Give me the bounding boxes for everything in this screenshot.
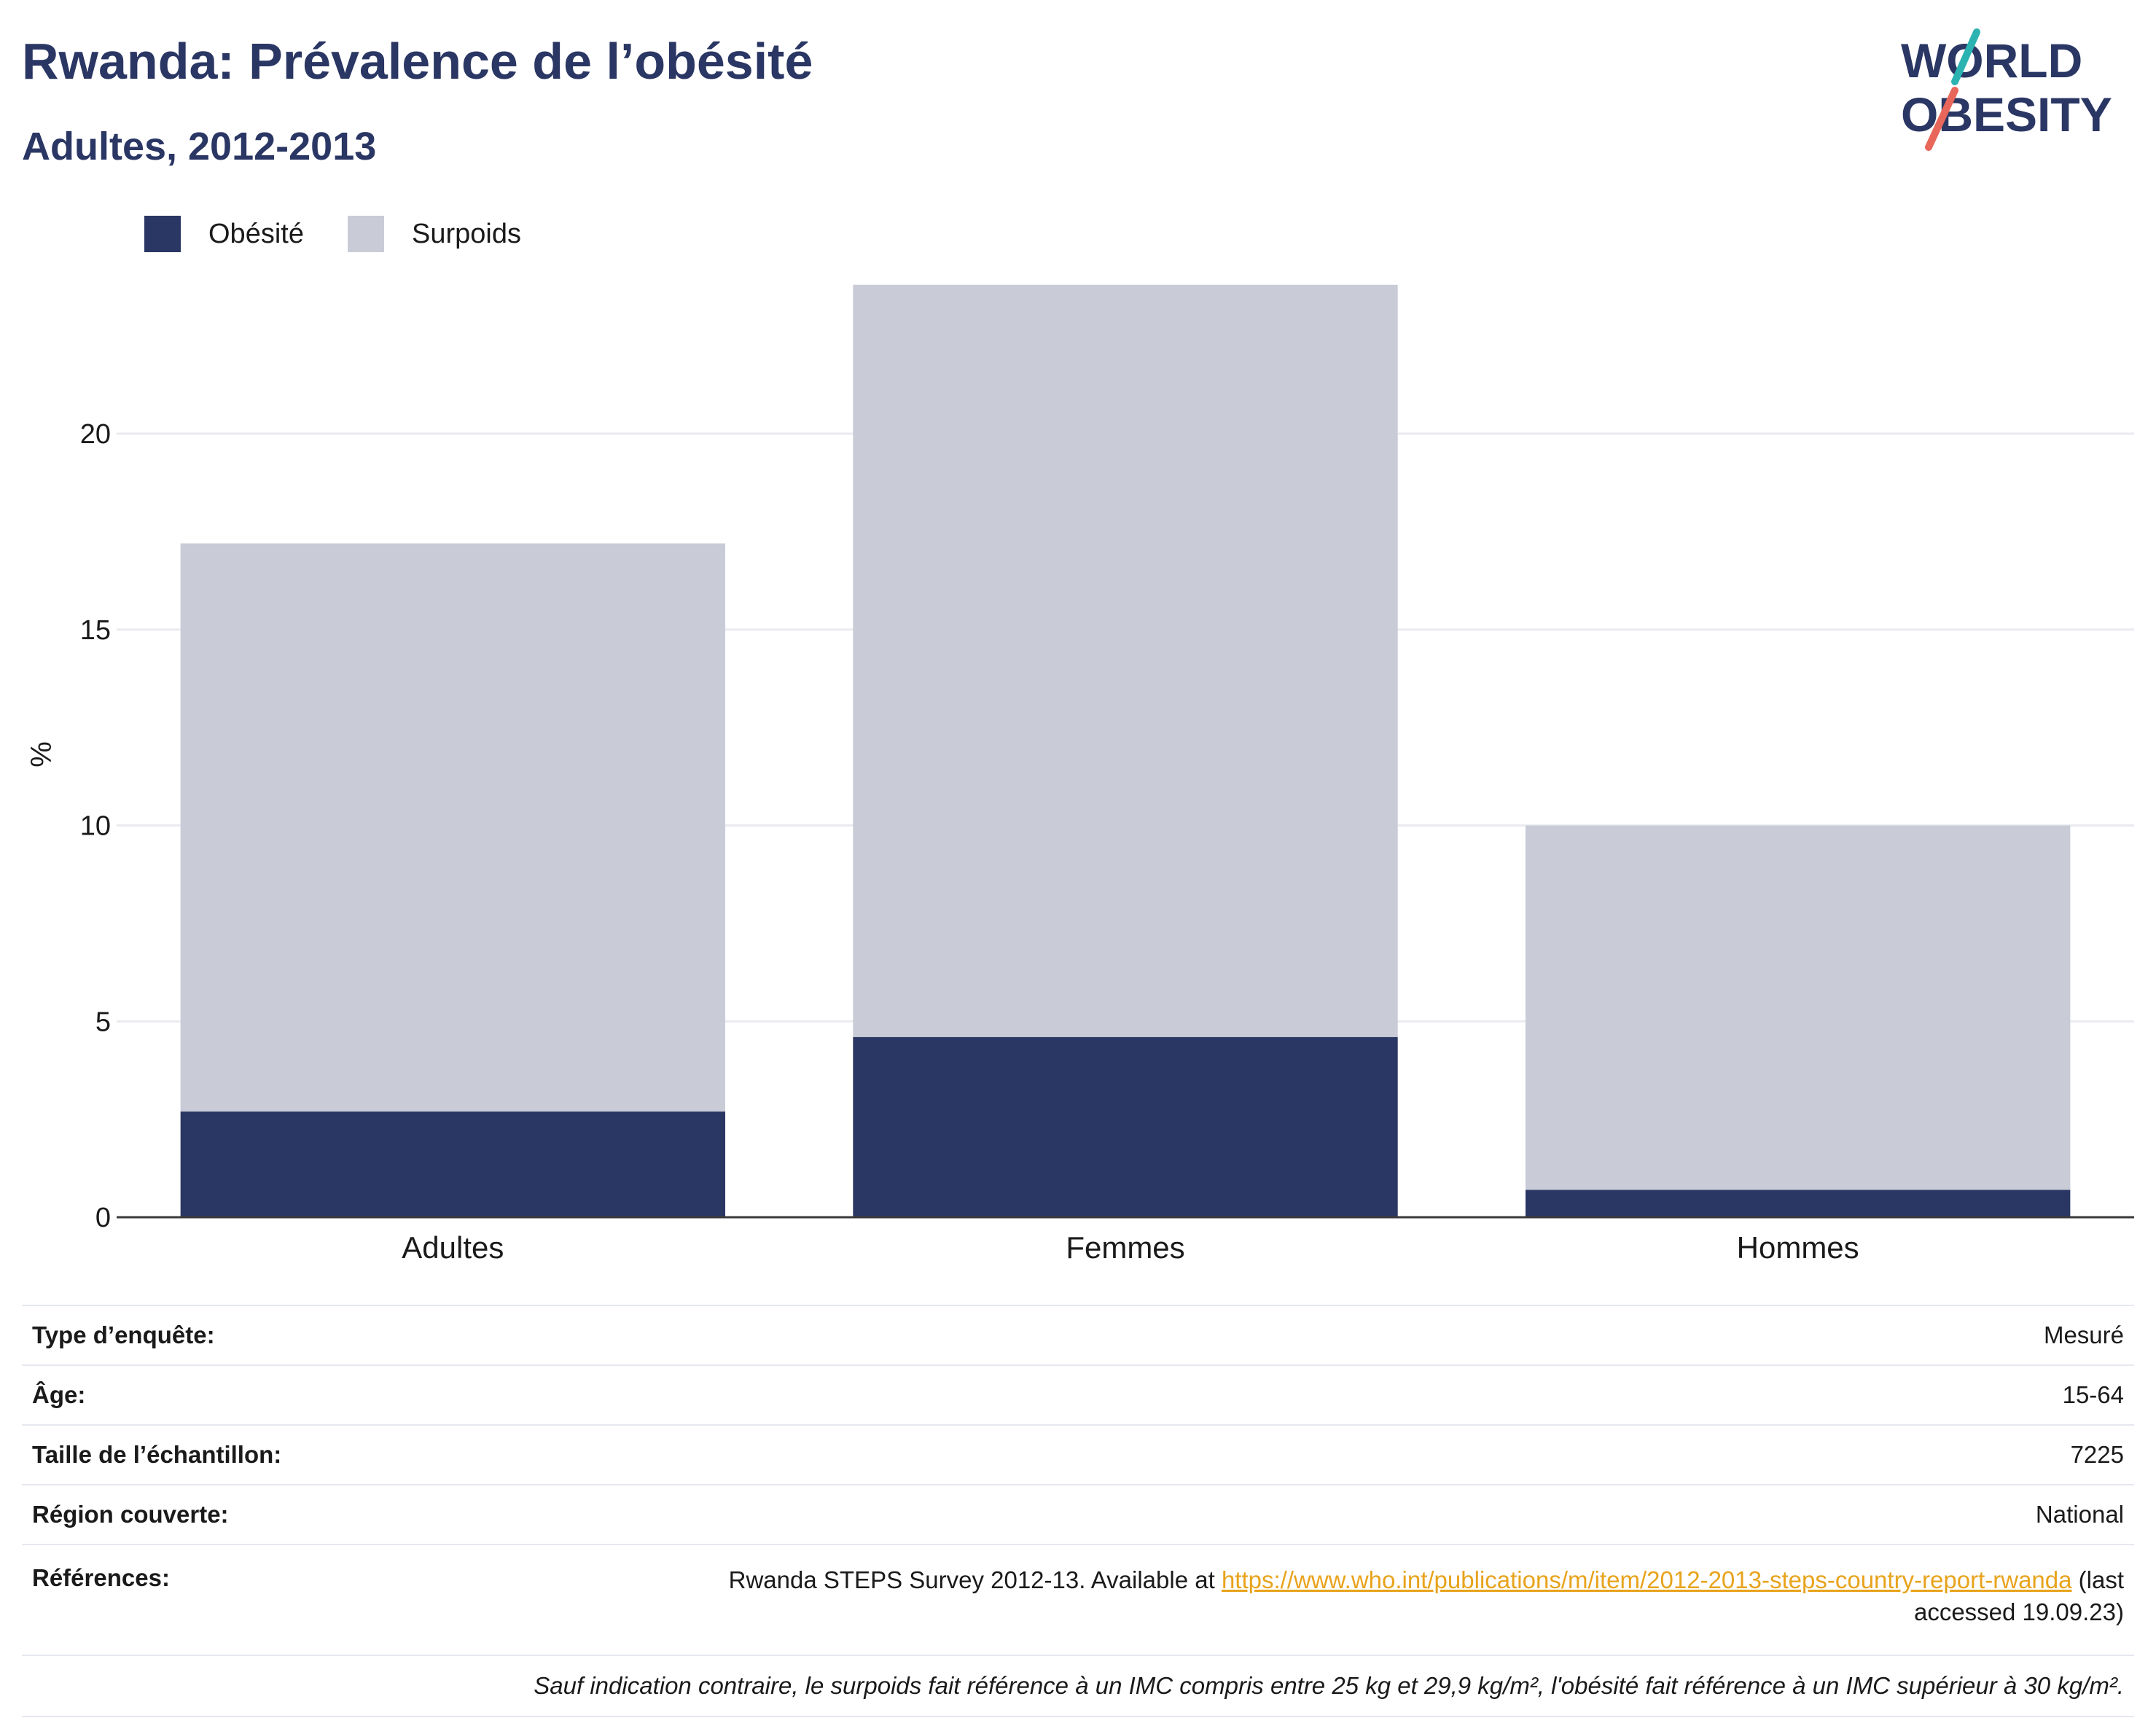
y-tick-label: 15 — [80, 615, 111, 646]
y-axis-title: % — [26, 741, 58, 768]
y-tick-label: 5 — [95, 1007, 111, 1037]
survey-info-table: Type d’enquête: Mesuré Âge: 15-64 Taille… — [22, 1305, 2134, 1717]
info-label-region: Région couverte: — [22, 1484, 480, 1544]
legend-swatch-obesite — [144, 216, 181, 252]
chart-title: Rwanda: Prévalence de l’obésité — [22, 33, 813, 90]
info-row-region: Région couverte: National — [22, 1484, 2134, 1544]
y-tick-label: 0 — [95, 1203, 111, 1233]
x-tick-label: Adultes — [402, 1230, 504, 1265]
info-row-references: Références: Rwanda STEPS Survey 2012-13.… — [22, 1544, 2134, 1655]
info-value-references: Rwanda STEPS Survey 2012-13. Available a… — [480, 1544, 2134, 1655]
y-tick-label: 10 — [80, 811, 111, 842]
info-value-sample-size: 7225 — [480, 1424, 2134, 1485]
references-text: Rwanda STEPS Survey 2012-13. Available a… — [728, 1566, 1222, 1593]
info-row-sample-size: Taille de l’échantillon: 7225 — [22, 1424, 2134, 1485]
bar-femmes-surpoids — [853, 284, 1398, 1037]
bar-hommes-obesite — [1525, 1190, 2071, 1217]
chart-subtitle: Adultes, 2012-2013 — [22, 125, 377, 168]
legend-swatch-surpoids — [347, 216, 384, 252]
legend-label-surpoids: Surpoids — [411, 218, 521, 249]
bar-adultes-surpoids — [180, 543, 726, 1112]
info-value-region: National — [480, 1484, 2134, 1544]
bar-adultes-obesite — [180, 1111, 726, 1217]
info-label-age: Âge: — [22, 1364, 480, 1425]
references-text-line2: accessed 19.09.23) — [1913, 1598, 2124, 1625]
info-row-note: Sauf indication contraire, le surpoids f… — [22, 1655, 2134, 1717]
logo-slash-bottom — [1925, 87, 1958, 151]
legend-item-obesite[interactable]: Obésité — [144, 216, 304, 252]
bar-chart: 0 5 10 15 20% Adultes Femmes Hommes — [26, 284, 2134, 1265]
legend-item-surpoids[interactable]: Surpoids — [347, 216, 521, 252]
info-value-survey-type: Mesuré — [480, 1305, 2134, 1365]
world-obesity-logo: WORLD OBESITY — [1901, 28, 2112, 151]
definition-note: Sauf indication contraire, le surpoids f… — [22, 1655, 2134, 1717]
references-link[interactable]: https://www.who.int/publications/m/item/… — [1221, 1566, 2072, 1593]
legend-label-obesite: Obésité — [208, 218, 304, 249]
info-row-age: Âge: 15-64 — [22, 1364, 2134, 1425]
chart-legend: Obésité Surpoids — [144, 216, 565, 252]
y-tick-label: 20 — [80, 419, 111, 450]
logo-word-world: WORLD — [1901, 34, 2082, 87]
info-label-survey-type: Type d’enquête: — [22, 1305, 480, 1365]
info-value-age: 15-64 — [480, 1364, 2134, 1425]
bar-hommes-surpoids — [1525, 825, 2071, 1190]
references-text-after: (last — [2071, 1566, 2124, 1593]
info-label-sample-size: Taille de l’échantillon: — [22, 1424, 480, 1485]
bar-femmes-obesite — [853, 1036, 1398, 1217]
x-tick-label: Hommes — [1737, 1230, 1859, 1265]
info-row-survey-type: Type d’enquête: Mesuré — [22, 1305, 2134, 1365]
info-label-references: Références: — [22, 1544, 480, 1655]
logo-slash-top — [1951, 28, 1980, 85]
x-tick-label: Femmes — [1066, 1230, 1184, 1265]
